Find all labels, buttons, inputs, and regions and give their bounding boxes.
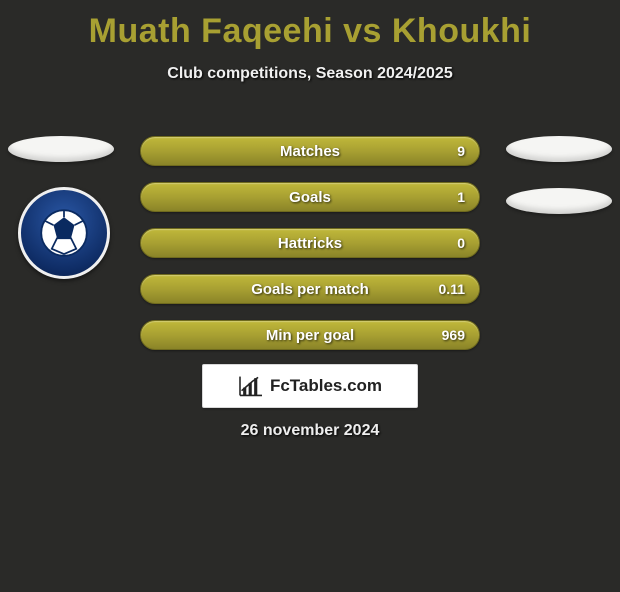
stats-bars: Matches 9 Goals 1 Hattricks 0 Goals per … <box>140 136 480 366</box>
stat-value: 0.11 <box>439 275 465 303</box>
bar-chart-icon <box>238 375 264 397</box>
brand-text: FcTables.com <box>270 376 382 396</box>
stat-value: 0 <box>457 229 465 257</box>
stat-row-goals: Goals 1 <box>140 182 480 212</box>
stat-row-goals-per-match: Goals per match 0.11 <box>140 274 480 304</box>
stat-value: 969 <box>442 321 465 349</box>
stat-label: Matches <box>141 137 479 165</box>
stat-label: Hattricks <box>141 229 479 257</box>
placeholder-ellipse-right-1 <box>506 136 612 162</box>
subtitle: Club competitions, Season 2024/2025 <box>0 65 620 83</box>
placeholder-ellipse-right-2 <box>506 188 612 214</box>
stat-row-hattricks: Hattricks 0 <box>140 228 480 258</box>
date-text: 26 november 2024 <box>0 422 620 440</box>
stat-label: Min per goal <box>141 321 479 349</box>
stat-row-min-per-goal: Min per goal 969 <box>140 320 480 350</box>
club-logo <box>18 187 110 279</box>
stat-label: Goals per match <box>141 275 479 303</box>
football-icon <box>36 205 92 261</box>
stat-row-matches: Matches 9 <box>140 136 480 166</box>
placeholder-ellipse-left <box>8 136 114 162</box>
page-title: Muath Faqeehi vs Khoukhi <box>0 12 620 51</box>
stat-value: 1 <box>457 183 465 211</box>
brand-attribution: FcTables.com <box>202 364 418 408</box>
stat-value: 9 <box>457 137 465 165</box>
stat-label: Goals <box>141 183 479 211</box>
